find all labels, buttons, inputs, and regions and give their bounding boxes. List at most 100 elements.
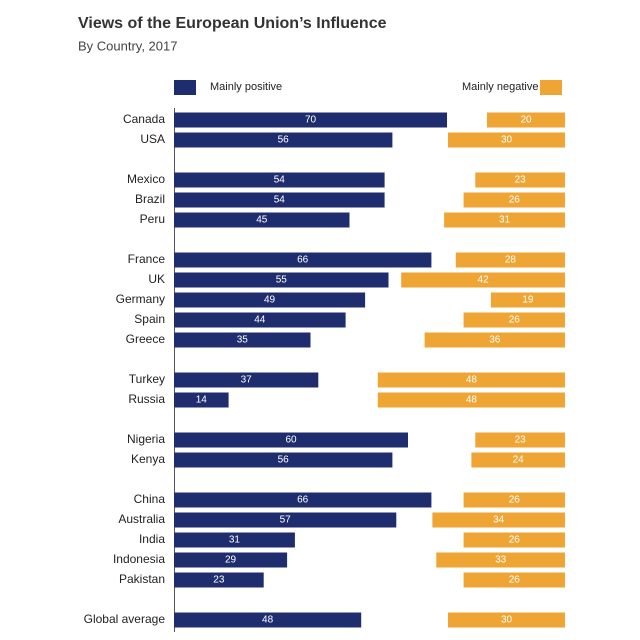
legend-swatch — [174, 80, 196, 95]
value-label: 31 — [499, 215, 511, 226]
bar-negative — [401, 272, 565, 288]
category-label: China — [134, 492, 166, 506]
value-label: 48 — [466, 395, 478, 406]
category-label: UK — [148, 272, 165, 286]
value-label: 19 — [522, 295, 534, 306]
bar-negative — [463, 492, 565, 508]
bar-positive — [174, 312, 346, 328]
bar-positive — [174, 612, 362, 628]
bar-positive — [174, 132, 393, 148]
bar-positive — [174, 572, 264, 588]
bar-negative — [448, 132, 565, 148]
bar-negative — [377, 392, 565, 408]
category-label: Russia — [128, 392, 165, 406]
bar-negative — [463, 532, 565, 548]
category-label: Nigeria — [127, 432, 165, 446]
bar-positive — [174, 252, 432, 268]
value-label: 37 — [241, 375, 253, 386]
value-label: 42 — [478, 275, 490, 286]
value-label: 55 — [276, 275, 288, 286]
legend-label: Mainly positive — [210, 81, 282, 93]
value-label: 24 — [513, 455, 525, 466]
bar-negative — [463, 312, 565, 328]
value-label: 30 — [501, 135, 513, 146]
bar-negative — [487, 112, 565, 128]
value-label: 60 — [285, 435, 297, 446]
value-label: 31 — [229, 535, 241, 546]
category-label: Greece — [126, 332, 166, 346]
bar-negative — [475, 432, 565, 448]
value-label: 23 — [515, 175, 527, 186]
category-label: Canada — [123, 112, 165, 126]
bar-negative — [377, 372, 565, 388]
legend-swatch — [540, 80, 562, 95]
category-label: Global average — [84, 612, 166, 626]
category-label: Brazil — [135, 192, 165, 206]
category-label: Indonesia — [113, 552, 165, 566]
bar-positive — [174, 492, 432, 508]
bar-positive — [174, 552, 288, 568]
category-label: India — [139, 532, 165, 546]
bar-positive — [174, 392, 229, 408]
value-label: 33 — [495, 555, 507, 566]
value-label: 29 — [225, 555, 237, 566]
value-label: 70 — [305, 115, 317, 126]
bar-positive — [174, 372, 319, 388]
bar-positive — [174, 452, 393, 468]
bar-positive — [174, 532, 295, 548]
value-label: 26 — [509, 315, 521, 326]
value-label: 45 — [256, 215, 268, 226]
value-label: 20 — [520, 115, 532, 126]
bar-positive — [174, 212, 350, 228]
value-label: 30 — [501, 615, 513, 626]
category-label: Germany — [116, 292, 165, 306]
chart-subtitle: By Country, 2017 — [78, 38, 177, 53]
category-label: USA — [140, 132, 165, 146]
legend-label: Mainly negative — [462, 81, 538, 93]
category-label: Peru — [140, 212, 165, 226]
value-label: 48 — [466, 375, 478, 386]
bar-negative — [436, 552, 565, 568]
bar-negative — [424, 332, 565, 348]
category-label: Mexico — [127, 172, 165, 186]
value-label: 35 — [237, 335, 249, 346]
bar-negative — [475, 172, 565, 188]
bar-positive — [174, 512, 397, 528]
value-label: 26 — [509, 495, 521, 506]
value-label: 54 — [274, 175, 286, 186]
category-label: Pakistan — [119, 572, 165, 586]
value-label: 26 — [509, 195, 521, 206]
bar-negative — [490, 292, 565, 308]
value-label: 57 — [280, 515, 292, 526]
bar-negative — [444, 212, 565, 228]
bar-positive — [174, 432, 408, 448]
value-label: 28 — [505, 255, 517, 266]
bar-positive — [174, 332, 311, 348]
category-label: Kenya — [131, 452, 165, 466]
value-label: 49 — [264, 295, 276, 306]
category-label: France — [128, 252, 166, 266]
value-label: 26 — [509, 535, 521, 546]
category-label: Turkey — [129, 372, 165, 386]
bar-negative — [455, 252, 565, 268]
bar-negative — [432, 512, 565, 528]
bar-negative — [463, 192, 565, 208]
bar-positive — [174, 292, 366, 308]
value-label: 14 — [196, 395, 208, 406]
value-label: 56 — [278, 455, 290, 466]
category-label: Spain — [134, 312, 165, 326]
category-label: Australia — [118, 512, 165, 526]
value-label: 44 — [254, 315, 266, 326]
bar-negative — [463, 572, 565, 588]
bar-positive — [174, 272, 389, 288]
value-label: 23 — [213, 575, 225, 586]
value-label: 54 — [274, 195, 286, 206]
value-label: 48 — [262, 615, 274, 626]
value-label: 36 — [489, 335, 501, 346]
chart-title: Views of the European Union’s Influence — [78, 15, 387, 32]
bar-negative — [448, 612, 565, 628]
value-label: 56 — [278, 135, 290, 146]
bar-positive — [174, 172, 385, 188]
value-label: 34 — [493, 515, 505, 526]
